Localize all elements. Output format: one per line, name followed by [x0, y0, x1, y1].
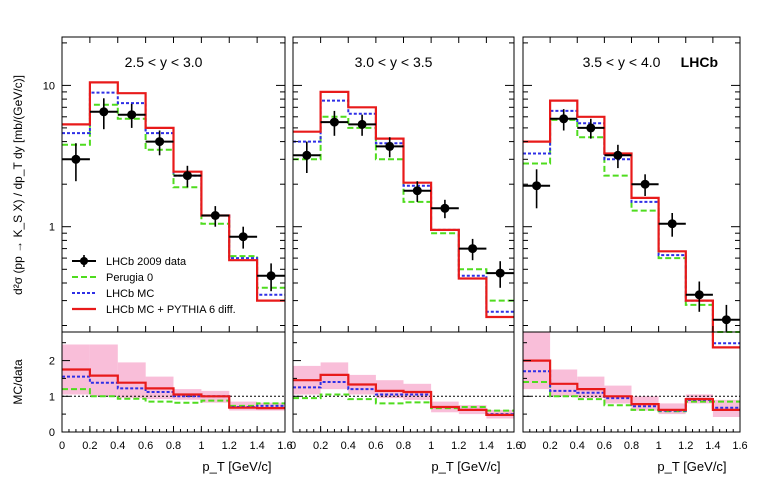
- ratio-line-pythia6diff: [62, 368, 285, 410]
- data-point: [99, 107, 109, 117]
- ratio-y-tick-label: 1: [49, 391, 55, 403]
- data-point: [667, 219, 677, 229]
- x-tick-label: 0.8: [624, 440, 639, 452]
- ratio-uncertainty-band: [658, 403, 686, 415]
- data-point: [532, 181, 542, 191]
- x-tick-label: 1.6: [506, 440, 521, 452]
- ratio-y-tick-label: 0: [49, 427, 55, 439]
- data-point: [640, 179, 650, 189]
- x-tick-label: 1.6: [732, 440, 747, 452]
- legend-label-lhcbmc: LHCb MC: [106, 288, 154, 300]
- x-tick-label: 0.4: [341, 440, 356, 452]
- data-point: [127, 110, 137, 120]
- data-point: [238, 232, 248, 242]
- x-tick-label: 0.6: [368, 440, 383, 452]
- series-line-lhcbmc: [293, 99, 514, 313]
- x-tick-label: 1: [428, 440, 434, 452]
- x-tick-label: 0.2: [313, 440, 328, 452]
- x-tick-label: 1.2: [222, 440, 237, 452]
- data-point: [440, 203, 450, 213]
- ratio-uncertainty-band: [577, 376, 605, 398]
- x-tick-label: 1.4: [705, 440, 720, 452]
- panel-rapidity-label: 3.0 < y < 3.5: [355, 54, 433, 70]
- y-tick-label: 1: [49, 222, 55, 234]
- series-line-pythia6diff: [62, 81, 285, 302]
- data-point: [613, 150, 623, 160]
- series-line-lhcbmc: [523, 109, 740, 345]
- data-point: [302, 150, 312, 160]
- ratio-line-perugia0: [293, 393, 514, 412]
- x-tick-label: 0: [520, 440, 526, 452]
- series-line-pythia6diff: [523, 99, 740, 349]
- ratio-line-pythia6diff: [293, 373, 514, 416]
- series-line-lhcbmc: [62, 91, 285, 296]
- data-point: [266, 271, 276, 281]
- data-point: [468, 244, 478, 254]
- y-tick-label: 10: [43, 80, 55, 92]
- data-point: [210, 211, 220, 220]
- data-point: [694, 290, 704, 300]
- legend-swatch-data-marker: [80, 257, 88, 265]
- ratio-y-axis-title: MC/data: [11, 359, 25, 405]
- data-point: [721, 315, 731, 325]
- x-tick-label: 1: [198, 440, 204, 452]
- legend-label-perugia0: Perugia 0: [106, 272, 153, 284]
- ratio-y-tick-label: 2: [49, 356, 55, 368]
- data-point: [586, 123, 596, 133]
- data-point: [71, 154, 81, 164]
- panel-rapidity-label: 3.5 < y < 4.0: [583, 54, 661, 70]
- x-tick-label: 1.6: [277, 440, 292, 452]
- ratio-uncertainty-band: [375, 380, 404, 399]
- x-tick-label: 0.8: [166, 440, 181, 452]
- x-axis-title: p_T [GeV/c]: [202, 459, 271, 474]
- x-tick-label: 0.4: [570, 440, 585, 452]
- x-tick-label: 0.4: [110, 440, 125, 452]
- data-point: [385, 141, 395, 151]
- series-line-pythia6diff: [293, 90, 514, 319]
- ratio-uncertainty-band: [117, 362, 146, 399]
- data-point: [329, 117, 339, 127]
- x-tick-label: 0.8: [396, 440, 411, 452]
- x-tick-label: 0.2: [542, 440, 557, 452]
- legend-label-pythia6diff: LHCb MC + PYTHIA 6 diff.: [106, 304, 236, 316]
- panel-rapidity-label: 2.5 < y < 3.0: [125, 54, 203, 70]
- x-tick-label: 0.2: [82, 440, 97, 452]
- data-point: [559, 114, 569, 124]
- data-point: [155, 137, 165, 147]
- y-axis-title: d²σ (pp → K_S X) / dp_T dy [mb/(GeV/c)]: [11, 75, 25, 295]
- data-point: [182, 171, 192, 181]
- data-point: [495, 268, 505, 278]
- lhcb-logo-text: LHCb: [681, 54, 718, 70]
- x-tick-label: 1.2: [451, 440, 466, 452]
- ratio-line-pythia6diff: [523, 359, 740, 411]
- x-tick-label: 0.6: [138, 440, 153, 452]
- legend-label-data: LHCb 2009 data: [106, 256, 187, 268]
- ratio-uncertainty-band: [604, 385, 632, 404]
- x-tick-label: 1.4: [479, 440, 494, 452]
- x-tick-label: 1.4: [249, 440, 264, 452]
- panel-frame: [61, 36, 286, 333]
- x-tick-label: 0: [290, 440, 296, 452]
- x-axis-title: p_T [GeV/c]: [657, 459, 726, 474]
- x-tick-label: 1.2: [678, 440, 693, 452]
- x-tick-label: 0: [59, 440, 65, 452]
- ratio-line-perugia0: [62, 388, 285, 407]
- x-tick-label: 0.6: [597, 440, 612, 452]
- data-point: [357, 119, 367, 129]
- ratio-uncertainty-band: [89, 344, 118, 397]
- data-point: [412, 186, 422, 196]
- x-axis-title: p_T [GeV/c]: [431, 459, 500, 474]
- x-tick-label: 1: [656, 440, 662, 452]
